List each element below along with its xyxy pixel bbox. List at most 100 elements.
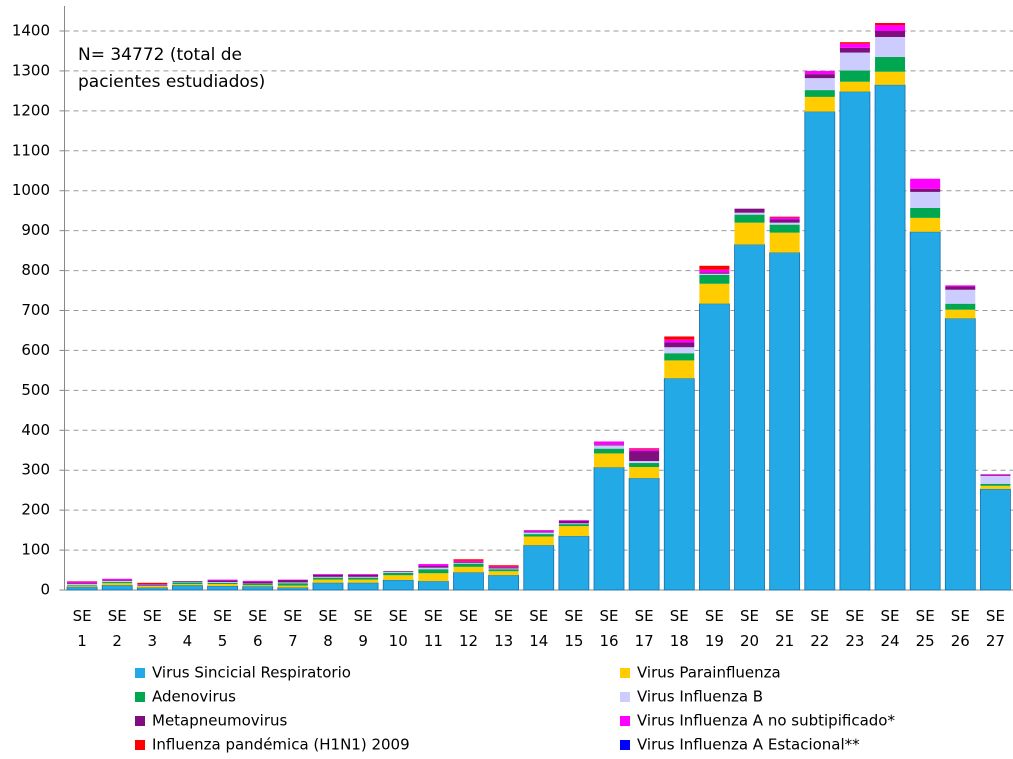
bar-segment bbox=[629, 463, 660, 468]
bar-segment bbox=[910, 191, 941, 208]
x-tick-label: SE 5 bbox=[213, 607, 232, 650]
bar-segment bbox=[628, 477, 660, 591]
legend-swatch bbox=[620, 692, 630, 702]
x-tick-label: SE 3 bbox=[143, 607, 162, 650]
legend-swatch bbox=[135, 668, 145, 678]
bar-segment bbox=[980, 474, 1011, 476]
bar-segment bbox=[734, 212, 765, 215]
bar-segment bbox=[839, 81, 870, 92]
bar-segment bbox=[594, 444, 625, 446]
bar-segment bbox=[67, 581, 98, 584]
bar-segment bbox=[242, 581, 273, 584]
x-tick-label: SE 21 bbox=[775, 607, 794, 650]
bar-segment bbox=[418, 573, 449, 582]
x-tick-label: SE 15 bbox=[564, 607, 583, 650]
bar-segment bbox=[944, 318, 976, 591]
x-tick-label: SE 26 bbox=[951, 607, 970, 650]
bar-segment bbox=[769, 222, 800, 225]
bar-segment bbox=[699, 283, 730, 304]
bar-segment bbox=[558, 535, 590, 591]
y-tick-label: 800 bbox=[21, 261, 50, 279]
bar-segment bbox=[839, 42, 870, 44]
legend-label: Influenza pandémica (H1N1) 2009 bbox=[152, 736, 410, 754]
x-tick-label: SE 12 bbox=[459, 607, 478, 650]
bar-segment bbox=[67, 584, 98, 585]
bar-segment bbox=[523, 536, 554, 546]
x-tick-label: SE 14 bbox=[529, 607, 548, 650]
bar-segment bbox=[312, 582, 344, 591]
bar-segment bbox=[734, 214, 765, 223]
bar-segment bbox=[453, 559, 484, 561]
bar-segment bbox=[488, 567, 519, 569]
bar-segment bbox=[699, 269, 730, 273]
bar-segment bbox=[277, 585, 308, 588]
bar-segment bbox=[699, 272, 730, 274]
bar-segment bbox=[910, 178, 941, 189]
bar-segment bbox=[945, 289, 976, 304]
y-tick-label: 1100 bbox=[12, 141, 50, 159]
bar-segment bbox=[242, 585, 273, 587]
bar-segment bbox=[804, 74, 835, 79]
y-tick-label: 300 bbox=[21, 461, 50, 479]
y-tick-label: 1000 bbox=[12, 181, 50, 199]
bar-segment bbox=[594, 445, 625, 449]
bar-segment bbox=[383, 572, 414, 573]
bar-segment bbox=[945, 309, 976, 319]
bar-segment bbox=[207, 584, 238, 587]
bar-segment bbox=[67, 585, 98, 587]
bar-segment bbox=[453, 563, 484, 567]
y-tick-label: 700 bbox=[21, 301, 50, 319]
bar-segment bbox=[769, 217, 800, 220]
bar-segment bbox=[910, 217, 941, 232]
bar-segment bbox=[488, 571, 519, 576]
x-tick-label: SE 6 bbox=[248, 607, 267, 650]
bar-segment bbox=[980, 488, 1011, 591]
bar-segment bbox=[875, 71, 906, 85]
bar-segment bbox=[312, 574, 343, 575]
bar-segment bbox=[242, 584, 273, 586]
x-tick-label: SE 27 bbox=[986, 607, 1005, 650]
bar-segment bbox=[875, 25, 906, 31]
bar-segment bbox=[242, 580, 273, 582]
bar-segment bbox=[418, 564, 449, 567]
x-tick-label: SE 16 bbox=[599, 607, 618, 650]
bar-segment bbox=[207, 585, 238, 591]
bar-segment bbox=[102, 582, 133, 584]
x-tick-label: SE 13 bbox=[494, 607, 513, 650]
bar-segment bbox=[348, 574, 379, 575]
y-tick-label: 500 bbox=[21, 381, 50, 399]
bar-segment bbox=[383, 575, 414, 581]
bar-segment bbox=[453, 562, 484, 563]
bar-segment bbox=[523, 530, 554, 532]
bar-segment bbox=[488, 565, 519, 567]
bar-segment bbox=[875, 56, 906, 72]
bar-segment bbox=[629, 449, 660, 452]
y-tick-label: 1300 bbox=[12, 61, 50, 79]
bar-segment bbox=[102, 583, 133, 586]
bar-segment bbox=[172, 584, 203, 586]
x-tick-label: SE 18 bbox=[670, 607, 689, 650]
bar-segment bbox=[629, 448, 660, 450]
bar-segment bbox=[101, 584, 133, 591]
bar-segment bbox=[558, 520, 589, 521]
bar-segment bbox=[488, 566, 519, 568]
bar-segment bbox=[664, 347, 695, 354]
legend-swatch bbox=[135, 716, 145, 726]
bar-segment bbox=[348, 579, 379, 583]
x-tick-label: SE 23 bbox=[845, 607, 864, 650]
y-tick-label: 200 bbox=[21, 501, 50, 519]
bar-segment bbox=[594, 448, 625, 454]
bar-segment bbox=[347, 582, 379, 591]
y-tick-label: 900 bbox=[21, 221, 50, 239]
bar-segment bbox=[663, 377, 695, 591]
legend-label: Adenovirus bbox=[152, 688, 236, 706]
bar-segment bbox=[453, 562, 484, 564]
bar-segment bbox=[102, 580, 133, 583]
bar-segment bbox=[664, 342, 695, 348]
bar-segment bbox=[558, 524, 589, 527]
bar-segment bbox=[804, 90, 835, 97]
bar-segment bbox=[910, 188, 941, 192]
x-tick-label: SE 8 bbox=[318, 607, 337, 650]
x-tick-label: SE 19 bbox=[705, 607, 724, 650]
